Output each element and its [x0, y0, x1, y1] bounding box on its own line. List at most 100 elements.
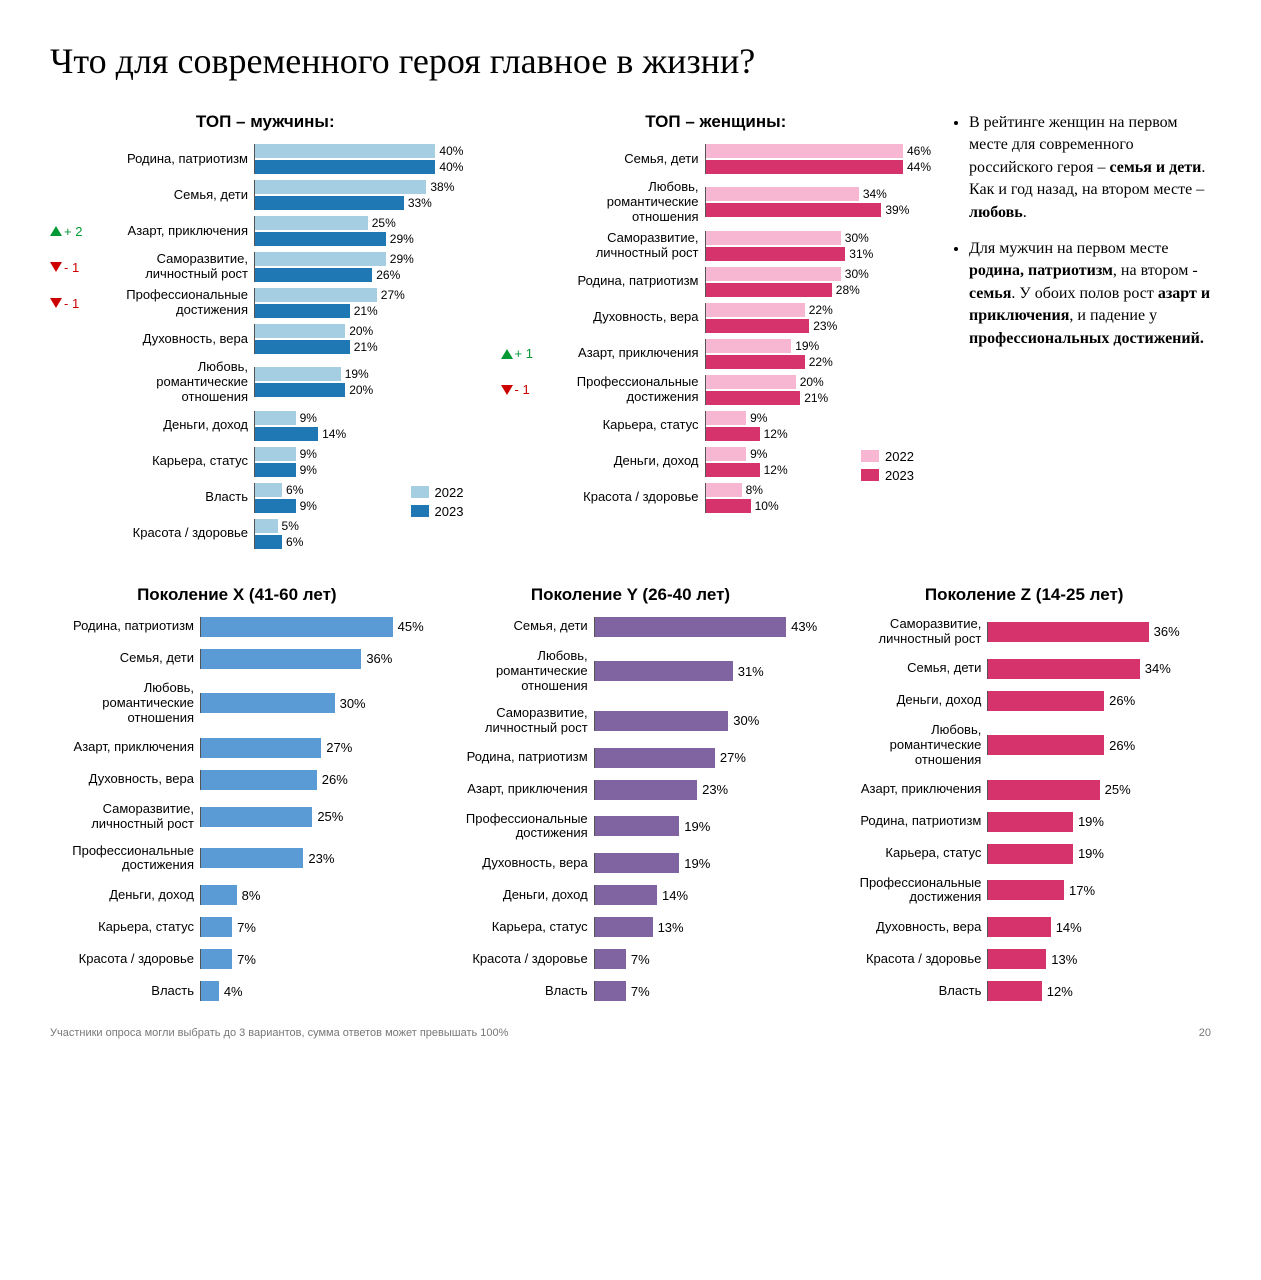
rank-up-icon: + 2: [50, 224, 100, 239]
bar: [706, 411, 747, 425]
bar: [706, 427, 760, 441]
bar: [595, 853, 680, 873]
bar-value: 25%: [312, 809, 343, 824]
bar: [988, 622, 1148, 642]
category-label: Родина, патриотизм: [444, 750, 594, 765]
bar: [706, 483, 742, 497]
bar: [595, 949, 626, 969]
category-label: Родина, патриотизм: [104, 152, 254, 167]
category-label: Красота / здоровье: [104, 526, 254, 541]
rank-change-value: - 1: [64, 260, 79, 275]
bar-value: 21%: [800, 391, 828, 405]
bar-wrap: 14%: [594, 885, 818, 905]
category-label: Власть: [50, 984, 200, 999]
bar-value: 13%: [653, 920, 684, 935]
bar-wrap: 26%: [987, 735, 1211, 755]
bar-wrap: 12%: [987, 981, 1211, 1001]
bar: [988, 981, 1041, 1001]
note-item: В рейтинге женщин на первом месте для со…: [969, 112, 1211, 224]
bar-value: 26%: [372, 268, 400, 282]
bar-value: 6%: [282, 535, 303, 549]
bar-value: 7%: [232, 952, 256, 967]
bars-cell: 9%12%: [705, 411, 932, 441]
chart-row: Карьера, статус9%12%: [555, 411, 932, 441]
bar: [255, 160, 435, 174]
bar: [201, 693, 335, 713]
bars-cell: 8%10%: [705, 483, 932, 513]
bar-wrap: 19%: [255, 367, 481, 381]
bar-wrap: 43%: [594, 617, 818, 637]
bar-wrap: 30%: [594, 711, 818, 731]
legend-swatch-icon: [861, 450, 879, 462]
bar-value: 20%: [345, 324, 373, 338]
bar: [255, 324, 345, 338]
bar: [988, 949, 1046, 969]
rank-down-icon: - 1: [501, 382, 551, 397]
bar-wrap: 9%: [706, 411, 932, 425]
bar: [255, 252, 386, 266]
bar-value: 8%: [237, 888, 261, 903]
bars-cell: 30%31%: [705, 231, 932, 261]
footnote-text: Участники опроса могли выбрать до 3 вари…: [50, 1027, 508, 1039]
bar: [706, 283, 832, 297]
chart-row: Любовь, романтические отношения19%20%: [104, 360, 481, 405]
triangle-up-icon: [50, 226, 62, 236]
bar-value: 30%: [335, 696, 366, 711]
generation-chart-title: Поколение Z (14-25 лет): [837, 585, 1211, 605]
bar: [201, 807, 312, 827]
bar-value: 9%: [296, 463, 317, 477]
bar-value: 4%: [219, 984, 243, 999]
category-label: Саморазвитие, личностный рост: [50, 802, 200, 832]
bar-wrap: 22%: [706, 303, 932, 317]
bar-value: 9%: [746, 411, 767, 425]
bar-value: 13%: [1046, 952, 1077, 967]
bar: [255, 340, 350, 354]
bar-wrap: 25%: [200, 807, 424, 827]
bars-cell: 38%33%: [254, 180, 481, 210]
chart-row: Саморазвитие, личностный рост 25%: [50, 802, 424, 832]
chart-row: Карьера, статус9%9%: [104, 447, 481, 477]
category-label: Профессиональные достижения: [50, 844, 200, 874]
bar-value: 12%: [760, 427, 788, 441]
generation-chart: Поколение Z (14-25 лет)Саморазвитие, лич…: [837, 585, 1211, 1014]
bar: [706, 203, 882, 217]
bar-wrap: 20%: [255, 383, 481, 397]
chart-row: Деньги, доход26%: [837, 691, 1211, 711]
bar-wrap: 23%: [706, 319, 932, 333]
category-label: Духовность, вера: [50, 772, 200, 787]
category-label: Духовность, вера: [104, 332, 254, 347]
bar: [706, 160, 903, 174]
chart-row: Профессиональные достижения19%: [444, 812, 818, 842]
chart-row: Родина, патриотизм27%: [444, 748, 818, 768]
bar-wrap: 21%: [255, 304, 481, 318]
bar-value: 23%: [809, 319, 837, 333]
bar-value: 5%: [278, 519, 299, 533]
bar-wrap: 13%: [594, 917, 818, 937]
bar-value: 9%: [296, 447, 317, 461]
chart-row: Родина, патриотизм40%40%: [104, 144, 481, 174]
triangle-down-icon: [50, 262, 62, 272]
legend-item: 2023: [861, 468, 931, 483]
bar-value: 34%: [1140, 661, 1171, 676]
legend-label: 2023: [435, 504, 464, 519]
chart-women-title: ТОП – женщины:: [501, 112, 932, 132]
bar: [201, 617, 393, 637]
bar-wrap: 36%: [987, 622, 1211, 642]
bar-wrap: 30%: [706, 231, 932, 245]
chart-row: Власть 4%: [50, 981, 424, 1001]
bar: [255, 535, 282, 549]
chart-row: Духовность, вера19%: [444, 853, 818, 873]
bar-wrap: 14%: [987, 917, 1211, 937]
bar: [255, 463, 296, 477]
bars-cell: 25%29%: [254, 216, 481, 246]
bar-value: 36%: [1149, 624, 1180, 639]
bar: [706, 303, 805, 317]
chart-row: - 1Профессиональные достижения20%21%: [555, 375, 932, 405]
chart-row: Власть12%: [837, 981, 1211, 1001]
bar-wrap: 27%: [594, 748, 818, 768]
bar: [706, 375, 796, 389]
bar-wrap: 39%: [706, 203, 932, 217]
chart-row: Азарт, приключения23%: [444, 780, 818, 800]
bar: [255, 519, 278, 533]
bar: [201, 738, 321, 758]
